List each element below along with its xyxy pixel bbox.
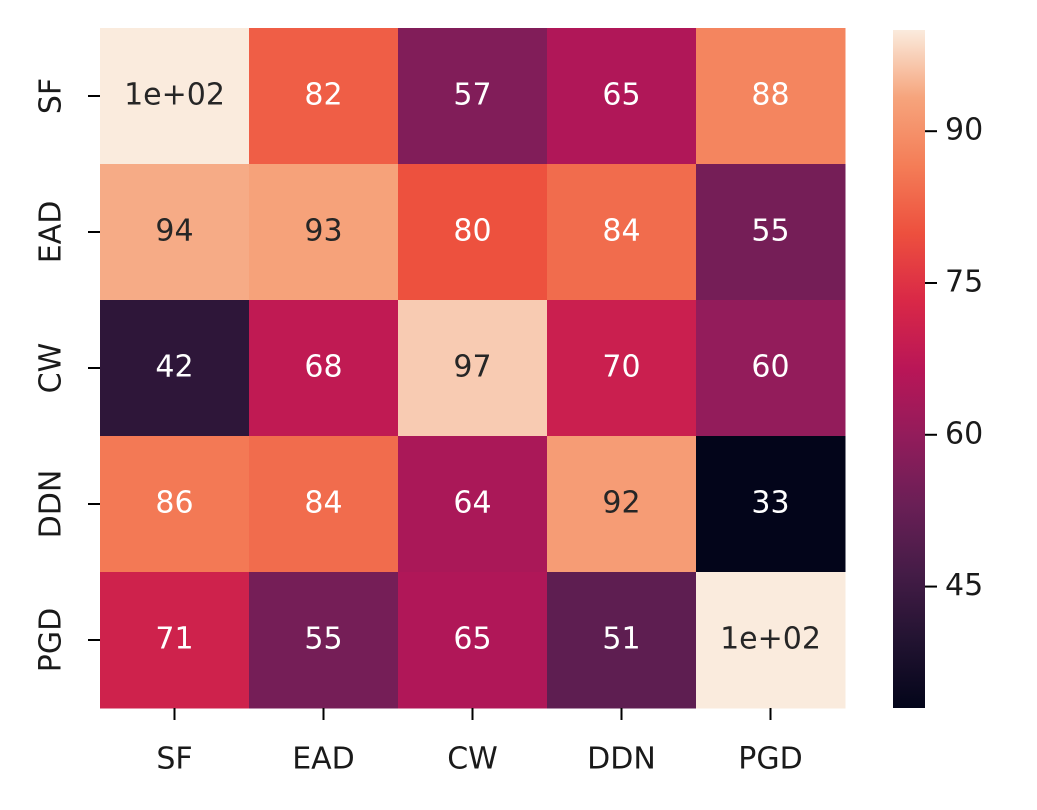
heatmap-cell bbox=[398, 436, 548, 573]
heatmap-cell bbox=[398, 572, 548, 709]
cell-label: 82 bbox=[304, 78, 342, 113]
x-tick-label: PGD bbox=[738, 742, 802, 777]
heatmap-cell bbox=[100, 572, 250, 709]
heatmap-cell bbox=[100, 28, 250, 165]
y-tick-label: CW bbox=[34, 343, 69, 394]
cell-label: 64 bbox=[453, 486, 491, 521]
y-tick-label: PGD bbox=[34, 608, 69, 672]
heatmap-cell bbox=[696, 164, 846, 301]
heatmap-cell bbox=[249, 300, 399, 437]
cell-label: 51 bbox=[602, 622, 640, 657]
cell-label: 88 bbox=[751, 78, 789, 113]
cell-label: 55 bbox=[304, 622, 342, 657]
y-tick-label: SF bbox=[34, 78, 69, 114]
heatmap-cell bbox=[398, 28, 548, 165]
colorbar-tick-label: 90 bbox=[945, 113, 983, 148]
cell-label: 1e+02 bbox=[720, 622, 821, 657]
heatmap-cell bbox=[100, 164, 250, 301]
heatmap-cell bbox=[547, 572, 697, 709]
cell-label: 84 bbox=[602, 214, 640, 249]
heatmap-cell bbox=[249, 28, 399, 165]
colorbar-tick-label: 45 bbox=[945, 568, 983, 603]
heatmap-cell bbox=[100, 300, 250, 437]
heatmap-cell bbox=[696, 436, 846, 573]
colorbar-tick-label: 75 bbox=[945, 264, 983, 299]
colorbar-tick-label: 60 bbox=[945, 416, 983, 451]
cell-label: 94 bbox=[155, 214, 193, 249]
cell-label: 71 bbox=[155, 622, 193, 657]
cell-label: 93 bbox=[304, 214, 342, 249]
cell-label: 92 bbox=[602, 486, 640, 521]
x-tick-label: CW bbox=[447, 742, 498, 777]
x-tick-label: DDN bbox=[587, 742, 656, 777]
heatmap-cell bbox=[398, 300, 548, 437]
heatmap-cell bbox=[249, 436, 399, 573]
heatmap-cell bbox=[696, 572, 846, 709]
cell-label: 97 bbox=[453, 350, 491, 385]
heatmap-cell bbox=[696, 300, 846, 437]
heatmap-cell bbox=[249, 572, 399, 709]
cell-label: 80 bbox=[453, 214, 491, 249]
cell-label: 57 bbox=[453, 78, 491, 113]
cell-label: 86 bbox=[155, 486, 193, 521]
cell-label: 55 bbox=[751, 214, 789, 249]
x-tick-label: EAD bbox=[292, 742, 355, 777]
heatmap-cell bbox=[547, 164, 697, 301]
heatmap-cell bbox=[249, 164, 399, 301]
y-tick-label: EAD bbox=[34, 201, 69, 264]
cell-label: 60 bbox=[751, 350, 789, 385]
colorbar bbox=[893, 30, 925, 708]
cell-label: 33 bbox=[751, 486, 789, 521]
x-tick-label: SF bbox=[156, 742, 192, 777]
cell-label: 1e+02 bbox=[124, 78, 225, 113]
cell-label: 65 bbox=[453, 622, 491, 657]
cell-label: 42 bbox=[155, 350, 193, 385]
heatmap-cell bbox=[547, 300, 697, 437]
heatmap-cell bbox=[547, 28, 697, 165]
cell-label: 65 bbox=[602, 78, 640, 113]
cell-label: 84 bbox=[304, 486, 342, 521]
y-tick-label: DDN bbox=[34, 470, 69, 539]
heatmap-cell bbox=[100, 436, 250, 573]
cell-label: 70 bbox=[602, 350, 640, 385]
cell-label: 68 bbox=[304, 350, 342, 385]
heatmap-cell bbox=[696, 28, 846, 165]
heatmap-cell bbox=[398, 164, 548, 301]
heatmap-cell bbox=[547, 436, 697, 573]
